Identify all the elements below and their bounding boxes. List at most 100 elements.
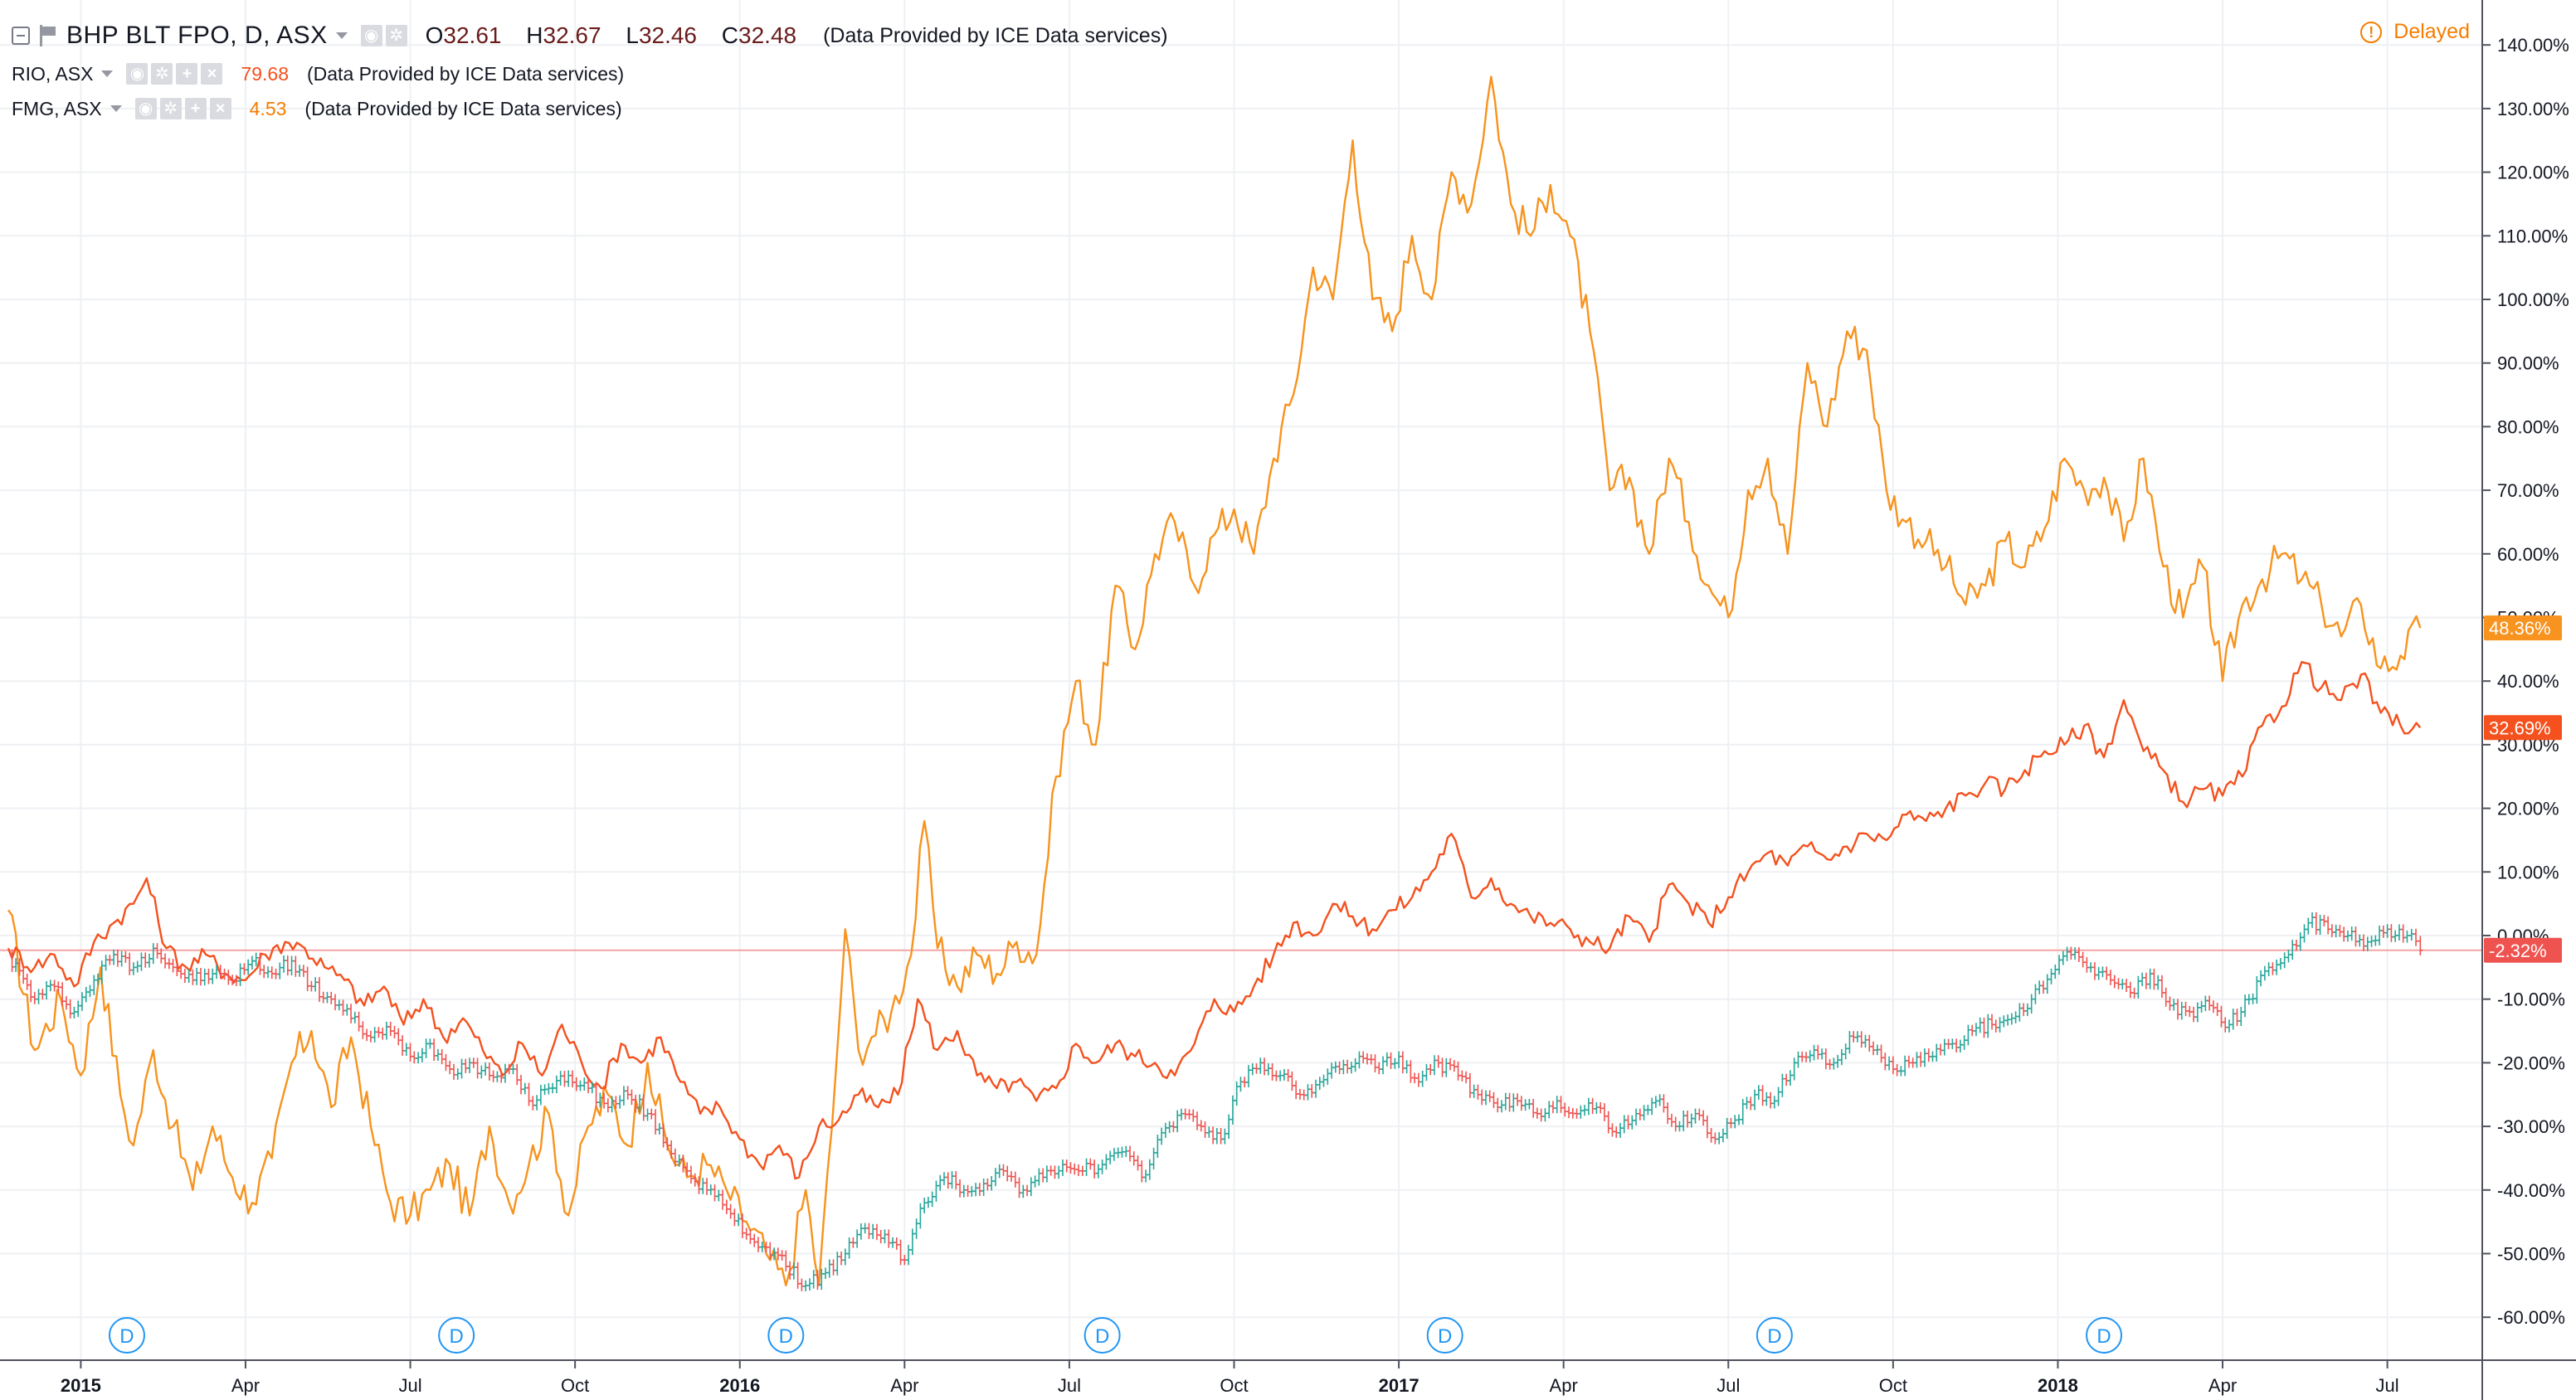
plus-icon[interactable]: + <box>176 63 198 85</box>
ohlc-bar <box>2353 926 2359 947</box>
dividend-marker[interactable]: D <box>2086 1317 2123 1354</box>
chevron-down-icon[interactable] <box>110 105 122 112</box>
ohlc-bar <box>2155 975 2161 990</box>
gear-icon[interactable]: ✲ <box>151 63 173 85</box>
dividend-marker[interactable]: D <box>767 1317 805 1354</box>
ohlc-bar <box>874 1223 879 1241</box>
dividend-marker[interactable]: D <box>108 1317 145 1354</box>
ohlc-bar <box>1095 1164 1101 1179</box>
ohlc-bar <box>913 1218 919 1239</box>
ohlc-bar <box>728 1203 733 1219</box>
ohlc-bar <box>479 1065 485 1079</box>
ohlc-bar <box>2281 952 2287 969</box>
ohlc-bar <box>945 1172 951 1189</box>
eye-icon[interactable]: ◉ <box>126 63 149 85</box>
ohlc-bar <box>300 965 306 977</box>
legend-row-fmg[interactable]: FMG, ASX ◉ ✲ + × 4.53 (Data Provided by … <box>12 91 1168 126</box>
ohlc-bar <box>2404 930 2410 943</box>
legend-row-bhp[interactable]: BHP BLT FPO, D, ASX ◉ ✲ O32.61 H32.67 L3… <box>12 15 1168 56</box>
ohlc-bar <box>1993 1019 1999 1033</box>
ohlc-bar <box>747 1229 753 1244</box>
y-tick-label: 100.00% <box>2497 289 2569 310</box>
ohlc-bar <box>957 1179 963 1198</box>
ohlc-bar <box>1313 1079 1318 1098</box>
ohlc-bar <box>486 1062 492 1081</box>
eye-icon[interactable]: ◉ <box>360 25 382 46</box>
open-label: O <box>425 22 444 48</box>
ohlc-bar <box>2037 980 2043 994</box>
ohlc-bar <box>1269 1062 1275 1081</box>
close-icon[interactable]: × <box>201 63 223 85</box>
ohlc-bar <box>2104 966 2110 980</box>
ohlc-bar <box>2262 965 2267 981</box>
ohlc-bar <box>2033 984 2038 1004</box>
ohlc-bar <box>1668 1113 1674 1127</box>
y-tick-label: 130.00% <box>2497 99 2569 119</box>
ohlc-bar <box>1748 1096 1754 1111</box>
rio-symbol[interactable]: RIO, ASX <box>12 62 94 85</box>
ohlc-bar <box>1625 1115 1631 1130</box>
ohlc-bar <box>1906 1055 1911 1068</box>
dividend-marker-circle <box>108 1317 145 1354</box>
ohlc-bar <box>826 1259 832 1278</box>
flag-icon[interactable] <box>40 25 56 46</box>
delayed-label: Delayed <box>2393 20 2470 43</box>
chevron-down-icon[interactable] <box>101 70 114 77</box>
ohlc-bar <box>2135 975 2141 999</box>
ohlc-bar <box>1823 1048 1829 1070</box>
ohlc-bar <box>2001 1015 2007 1028</box>
y-tick-label: -40.00% <box>2497 1180 2565 1201</box>
ohlc-bar <box>1902 1055 1908 1077</box>
ohlc-bar <box>1341 1059 1346 1075</box>
ohlc-bar <box>1784 1073 1790 1086</box>
ohlc-bar <box>348 1004 354 1023</box>
ohlc-bar <box>44 980 50 1000</box>
delayed-indicator[interactable]: ! Delayed <box>2360 20 2470 44</box>
ohlc-bar <box>1601 1103 1607 1121</box>
series-tools: ◉ ✲ <box>360 25 411 46</box>
ohlc-bar <box>530 1096 536 1111</box>
legend-row-rio[interactable]: RIO, ASX ◉ ✲ + × 79.68 (Data Provided by… <box>12 56 1168 91</box>
ohlc-bar <box>182 969 187 984</box>
ohlc-bar <box>752 1233 757 1247</box>
ohlc-bar <box>1052 1165 1058 1179</box>
ohlc-bar <box>285 955 290 976</box>
ohlc-bar <box>1139 1160 1145 1183</box>
series-rio <box>7 661 2422 1180</box>
ohlc-bar <box>1594 1101 1600 1115</box>
collapse-icon[interactable] <box>12 27 30 45</box>
gear-icon[interactable]: ✲ <box>385 25 407 46</box>
ohlc-bar <box>2053 964 2058 980</box>
eye-icon[interactable]: ◉ <box>134 98 157 119</box>
plus-icon[interactable]: + <box>184 98 207 119</box>
ohlc-bar <box>2210 1000 2216 1014</box>
ohlc-bar <box>1835 1054 1841 1068</box>
ohlc-bar <box>1621 1115 1627 1134</box>
ohlc-bar <box>1135 1155 1141 1171</box>
ohlc-bar <box>1585 1097 1591 1116</box>
y-axis-tick-labels: 140.00% 130.00% 120.00% 110.00% 100.00% 90.00… <box>2497 35 2569 1328</box>
ohlc-bar <box>985 1178 991 1191</box>
x-tick-label: Apr <box>890 1375 918 1396</box>
dividend-marker[interactable]: D <box>438 1317 475 1354</box>
gear-icon[interactable]: ✲ <box>159 98 182 119</box>
y-tick-label: 60.00% <box>2497 544 2559 565</box>
dividend-marker[interactable]: D <box>1083 1317 1121 1354</box>
ohlc-bar <box>1388 1052 1394 1069</box>
dividend-marker[interactable]: D <box>1426 1317 1463 1354</box>
ohlc-bar <box>1973 1023 1979 1037</box>
ohlc-bar <box>1637 1108 1643 1120</box>
chevron-down-icon[interactable] <box>335 32 348 39</box>
ohlc-bar <box>1151 1147 1157 1170</box>
ohlc-bar <box>2341 926 2347 942</box>
main-symbol-title[interactable]: BHP BLT FPO, D, ASX <box>66 22 328 49</box>
ohlc-bar <box>2028 994 2034 1014</box>
fmg-symbol[interactable]: FMG, ASX <box>12 97 102 119</box>
dividend-marker[interactable]: D <box>1755 1317 1793 1354</box>
ohlc-bar <box>1384 1052 1390 1067</box>
ohlc-bar <box>1681 1111 1687 1132</box>
open-value: 32.61 <box>443 22 502 48</box>
close-icon[interactable]: × <box>209 98 231 119</box>
ohlc-bar <box>534 1095 540 1111</box>
